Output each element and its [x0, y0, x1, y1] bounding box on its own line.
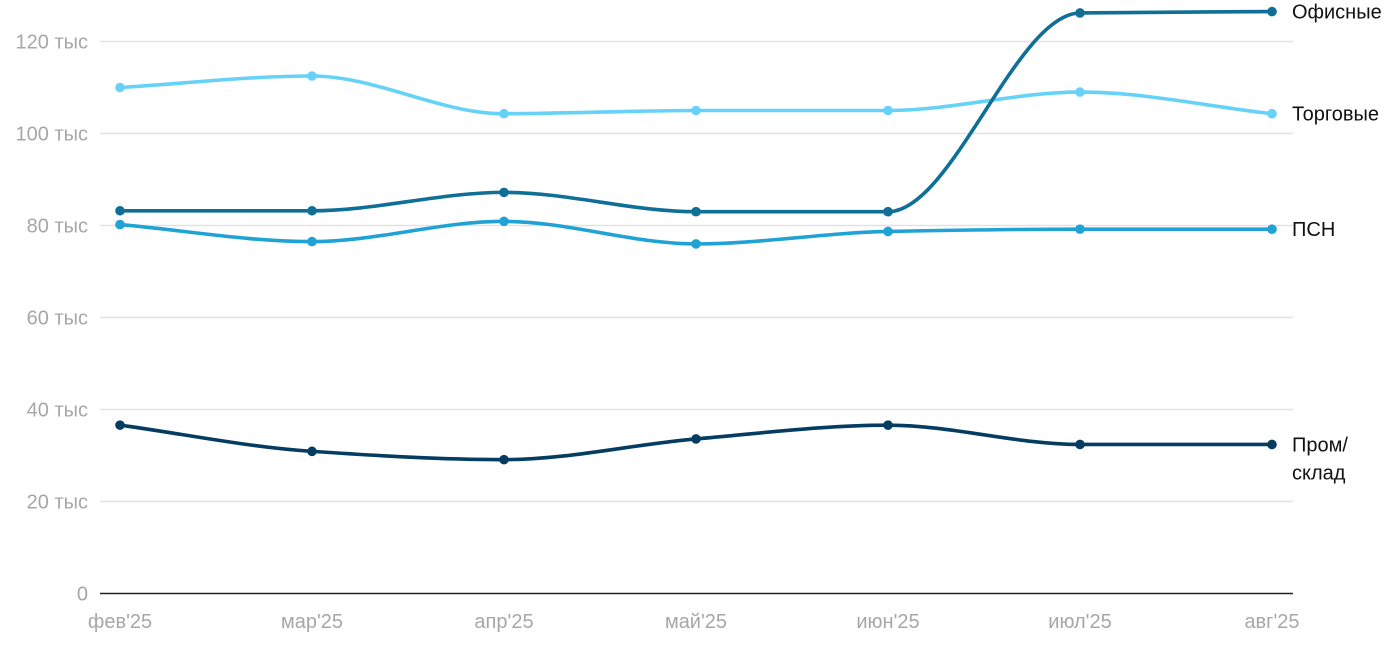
series-points	[115, 6, 1277, 465]
x-axis-tick-labels: фев'25 мар'25 апр'25 май'25 июн'25 июл'25 авг'…	[88, 611, 1300, 633]
y-axis-tick-labels: 0 20 тыс 40 тыс 60 тыс 80 тыс 100 тыс 120 тыс	[16, 32, 88, 606]
data-point	[307, 236, 317, 247]
data-point	[883, 420, 893, 430]
data-point	[307, 446, 317, 457]
data-point	[499, 187, 509, 198]
y-tick-label: 20 тыс	[27, 492, 88, 514]
data-point	[1075, 224, 1085, 234]
data-point	[883, 226, 893, 237]
data-point	[115, 219, 125, 230]
data-point	[115, 82, 125, 93]
series-label: Пром/	[1292, 434, 1348, 456]
data-point	[691, 105, 701, 116]
x-tick-label: июн'25	[856, 611, 919, 633]
data-point	[691, 434, 701, 444]
y-tick-label: 120 тыс	[16, 32, 88, 54]
data-point	[1267, 6, 1277, 17]
data-point	[691, 206, 701, 217]
x-tick-label: июл'25	[1048, 611, 1111, 633]
data-point	[499, 216, 509, 227]
series-label: Офисные	[1292, 2, 1382, 24]
data-point	[883, 206, 893, 217]
data-point	[307, 71, 317, 81]
x-tick-label: фев'25	[88, 611, 152, 633]
y-tick-label: 0	[77, 584, 88, 606]
series-labels: Торговые Офисные ПСН Пром/склад	[1292, 2, 1382, 485]
data-point	[307, 205, 317, 216]
data-point	[115, 205, 125, 216]
series-label: склад	[1292, 462, 1346, 484]
y-tick-label: 40 тыс	[27, 400, 88, 422]
data-point	[1267, 108, 1277, 119]
y-tick-label: 80 тыс	[27, 216, 88, 238]
data-point	[691, 239, 701, 249]
x-tick-label: апр'25	[474, 611, 533, 633]
data-point	[1075, 8, 1085, 18]
series-label: ПСН	[1292, 219, 1335, 241]
data-point	[499, 454, 509, 465]
x-tick-label: авг'25	[1244, 611, 1299, 633]
data-point	[1075, 439, 1085, 450]
series-lines	[118, 9, 1274, 462]
gridlines	[100, 40, 1293, 503]
data-point	[883, 105, 893, 116]
data-point	[499, 108, 509, 119]
x-tick-label: май'25	[665, 611, 727, 633]
data-point	[1267, 439, 1277, 450]
y-tick-label: 100 тыс	[16, 124, 88, 146]
series-label: Торговые	[1292, 104, 1379, 126]
data-point	[115, 420, 125, 430]
data-point	[1267, 224, 1277, 234]
y-tick-label: 60 тыс	[27, 308, 88, 330]
x-tick-label: мар'25	[281, 611, 343, 633]
data-point	[1075, 87, 1085, 97]
